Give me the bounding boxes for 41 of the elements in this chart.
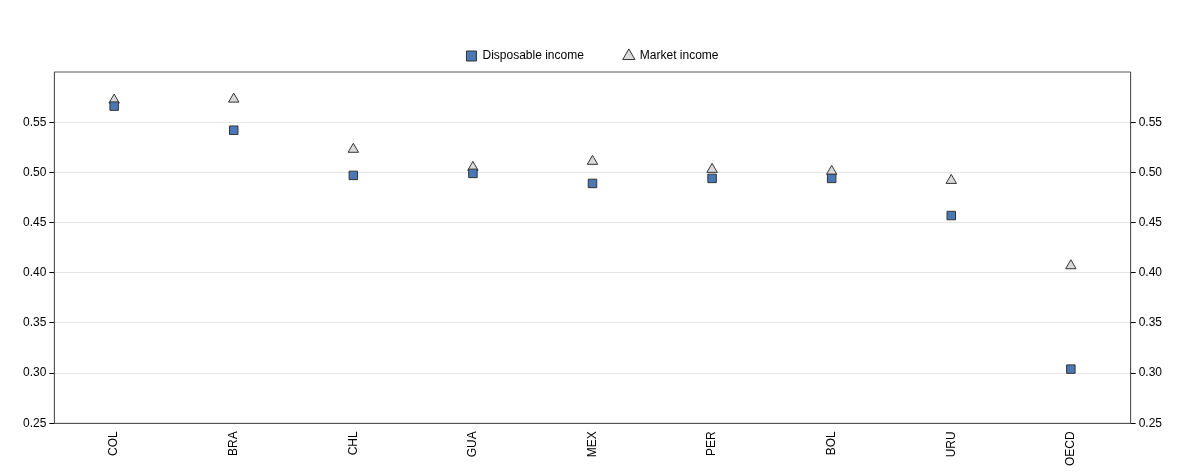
point (228, 125, 239, 135)
y2-tick-label: 0.50 (1138, 164, 1163, 179)
x-tick-label: BOL (823, 431, 838, 456)
point (109, 101, 119, 111)
x-tick-label: BRA (226, 431, 241, 457)
point (946, 210, 957, 221)
x-tick-label: COL (106, 431, 121, 457)
y2-tick-label: 0.45 (1138, 214, 1163, 229)
y-tick-label: 0.55 (23, 114, 47, 129)
point (587, 178, 598, 189)
y2-tick-label: 0.30 (1138, 365, 1163, 380)
point (825, 164, 838, 175)
legend-label: Disposable income (482, 48, 585, 63)
point (228, 92, 240, 103)
x-tick-label: PER (704, 431, 719, 457)
x-tick-label: GUA (465, 431, 480, 458)
y2-tick-label: 0.25 (1138, 415, 1163, 430)
x-tick-label: CHL (345, 431, 360, 456)
point (945, 173, 957, 184)
point (1065, 259, 1077, 270)
point (347, 142, 360, 153)
point (1066, 364, 1076, 374)
y2-tick-label: 0.35 (1138, 315, 1163, 330)
point (707, 173, 717, 184)
x-tick-label: OECD (1063, 431, 1078, 466)
point (706, 162, 718, 173)
point (826, 173, 837, 184)
y2-tick-label: 0.55 (1138, 114, 1163, 129)
y2-tick-label: 0.40 (1138, 265, 1163, 280)
y-tick-label: 0.30 (23, 365, 47, 380)
x-tick-label: URU (943, 431, 958, 458)
legend-label: Market income (639, 48, 719, 63)
point (586, 154, 599, 165)
y-tick-label: 0.25 (23, 415, 47, 430)
point (468, 168, 478, 179)
y-tick-label: 0.45 (23, 214, 47, 229)
y-tick-label: 0.40 (23, 265, 47, 280)
point (348, 170, 359, 181)
x-tick-label: MEX (584, 431, 599, 458)
y-tick-label: 0.50 (23, 164, 47, 179)
y-tick-label: 0.35 (23, 315, 47, 330)
